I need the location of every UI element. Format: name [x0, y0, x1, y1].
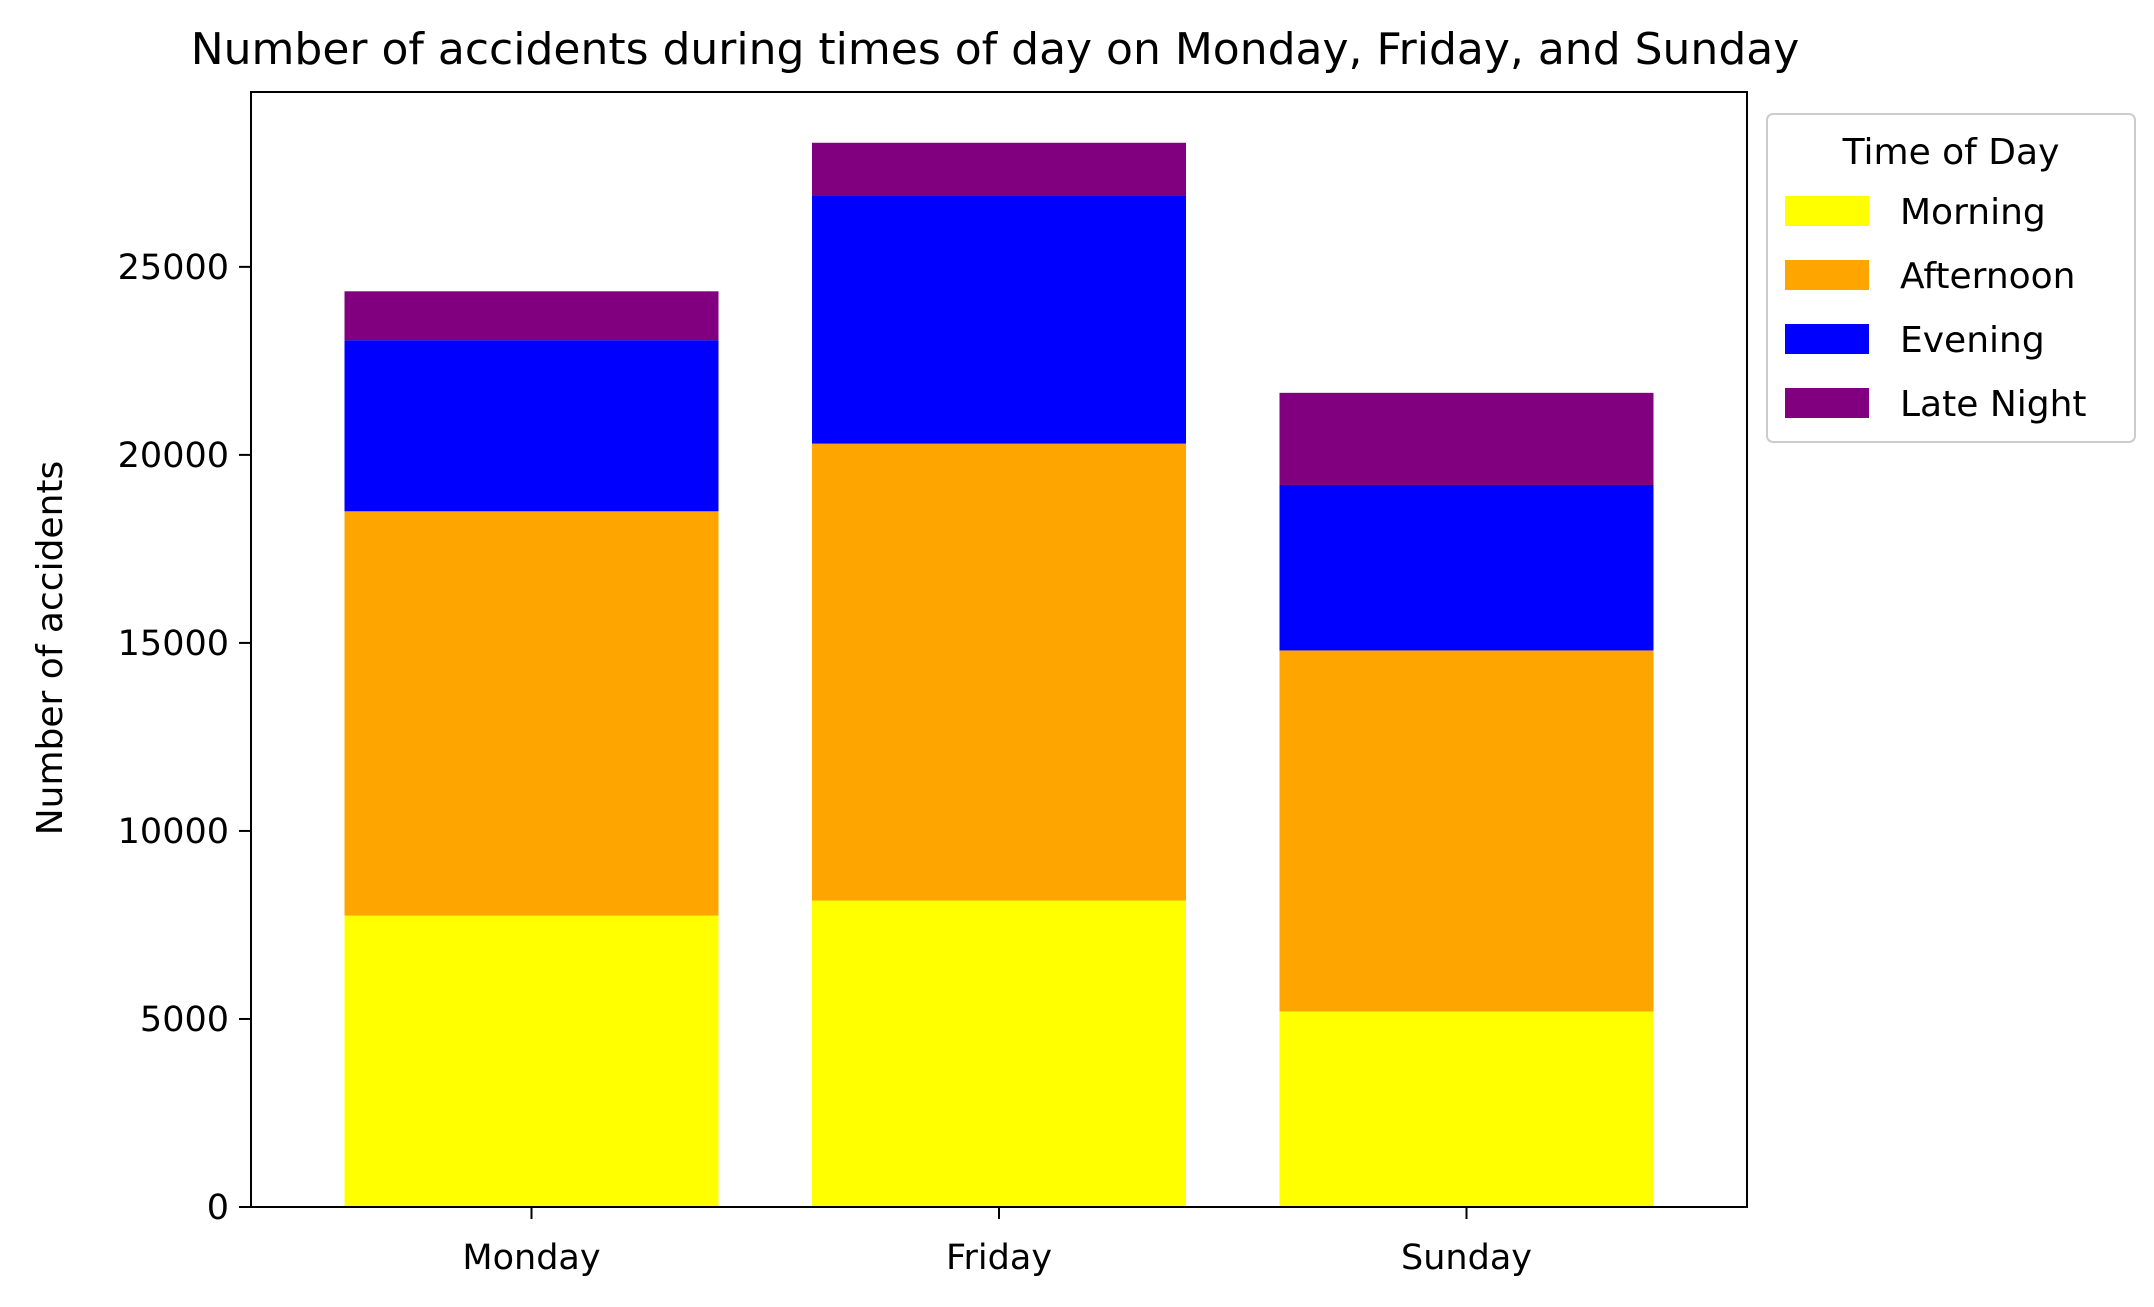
x-tick-label: Monday: [462, 1238, 600, 1278]
x-axis: Monday Friday Sunday: [462, 1207, 1532, 1278]
bar-monday-afternoon: [344, 511, 719, 916]
y-tick-label: 15000: [118, 624, 229, 664]
bar-sunday-morning: [1279, 1011, 1654, 1207]
x-tick-label: Sunday: [1401, 1238, 1532, 1278]
bar-monday-evening: [344, 340, 719, 512]
y-tick-label: 0: [207, 1188, 229, 1228]
legend: Time of Day Morning Afternoon Evening Late N…: [1766, 113, 2136, 443]
y-tick-label: 10000: [118, 812, 229, 852]
y-axis: 0 5000 10000 15000 20000 25000: [118, 248, 251, 1228]
legend-swatch-evening: [1785, 324, 1869, 354]
bar-sunday-evening: [1279, 484, 1654, 651]
bar-friday-late-night: [812, 142, 1186, 196]
legend-swatch-late-night: [1785, 388, 1869, 418]
chart-title: Number of accidents during times of day …: [191, 24, 1800, 75]
bar-sunday-late-night: [1279, 392, 1654, 485]
legend-label: Morning: [1900, 192, 2046, 233]
legend-label: Late Night: [1900, 384, 2087, 425]
bar-friday-evening: [812, 195, 1186, 444]
y-tick-label: 20000: [118, 436, 229, 476]
y-tick-label: 25000: [118, 248, 229, 288]
legend-label: Evening: [1900, 320, 2045, 361]
legend-title: Time of Day: [1842, 132, 2060, 173]
bar-monday-late-night: [344, 291, 719, 341]
y-tick-label: 5000: [140, 1000, 229, 1040]
bar-friday-morning: [812, 900, 1186, 1207]
y-axis-label: Number of accidents: [30, 461, 71, 836]
x-tick-label: Friday: [946, 1238, 1052, 1278]
plot-area: [250, 91, 1748, 1208]
legend-swatch-morning: [1785, 196, 1869, 226]
bar-friday-afternoon: [812, 443, 1186, 901]
bar-sunday-afternoon: [1279, 650, 1654, 1012]
bar-monday-morning: [344, 915, 719, 1207]
legend-swatch-afternoon: [1785, 260, 1869, 290]
legend-label: Afternoon: [1900, 256, 2076, 297]
